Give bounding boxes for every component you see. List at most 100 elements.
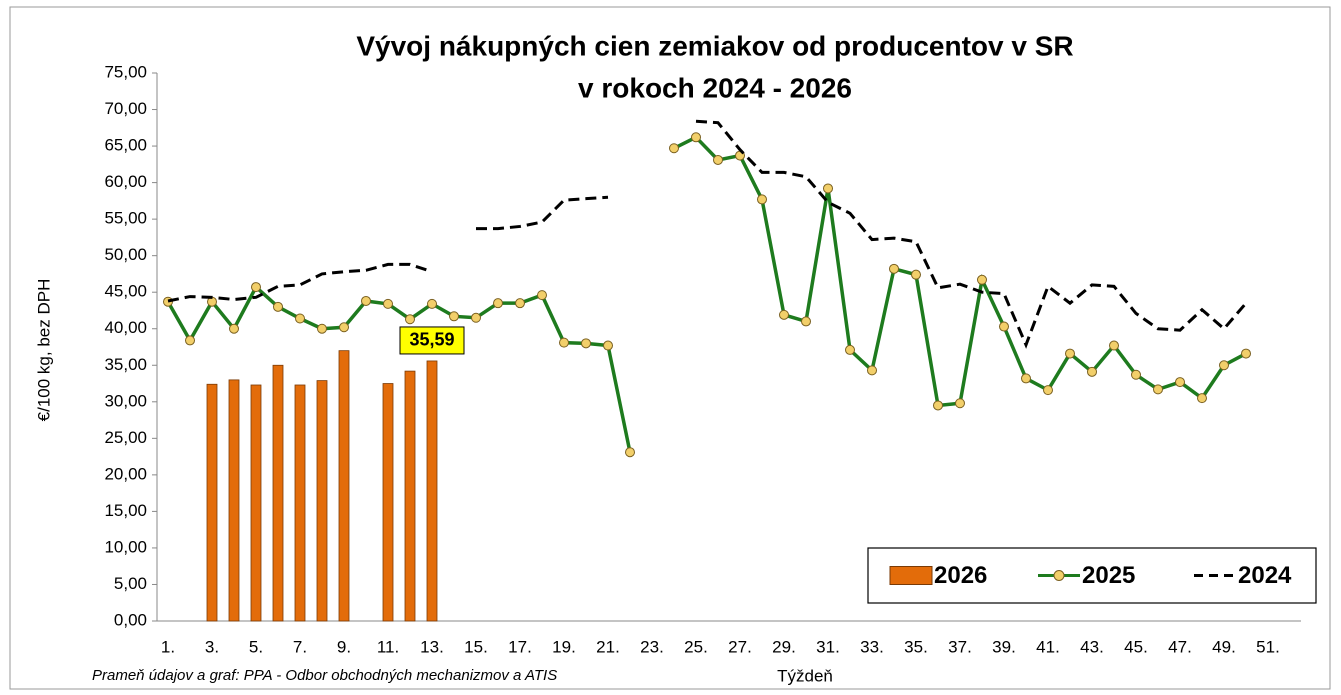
legend-label: 2024 — [1238, 562, 1292, 589]
y-tick-label: 35,00 — [104, 355, 147, 374]
marker — [449, 311, 459, 322]
bar — [316, 380, 328, 622]
marker — [1087, 366, 1097, 377]
bar — [338, 350, 350, 622]
legend-box — [867, 547, 1317, 604]
value-label-box — [399, 326, 465, 355]
bar — [250, 384, 262, 622]
marker — [515, 298, 525, 309]
marker — [251, 282, 261, 293]
legend-label: 2025 — [1082, 562, 1135, 589]
bar — [206, 383, 218, 622]
y-tick-label: 70,00 — [104, 99, 147, 118]
x-tick-label: 27. — [728, 637, 752, 656]
marker — [339, 322, 349, 333]
source-note: Prameň údajov a graf: PPA - Odbor obchod… — [92, 667, 557, 684]
x-tick-label: 21. — [596, 637, 620, 656]
marker — [427, 298, 437, 309]
chart-subtitle: v rokoch 2024 - 2026 — [578, 72, 852, 103]
marker — [229, 323, 239, 334]
y-tick-label: 40,00 — [104, 318, 147, 337]
y-tick-label: 10,00 — [104, 537, 147, 556]
x-tick-label: 11. — [377, 637, 399, 656]
y-tick-label: 60,00 — [104, 172, 147, 191]
x-tick-label: 15. — [464, 637, 488, 656]
y-tick-label: 25,00 — [104, 428, 147, 447]
marker — [361, 295, 371, 306]
x-tick-label: 3. — [205, 637, 219, 656]
x-tick-label: 39. — [992, 637, 1016, 656]
bar — [404, 370, 416, 622]
marker — [713, 154, 723, 165]
marker — [603, 340, 613, 351]
y-tick-label: 45,00 — [104, 282, 147, 301]
marker — [537, 290, 547, 301]
dashed-line — [167, 119, 1248, 349]
x-tick-label: 19. — [552, 637, 576, 656]
x-tick-label: 25. — [684, 637, 708, 656]
x-tick-label: 35. — [904, 637, 928, 656]
marker — [823, 183, 833, 194]
x-tick-label: 45. — [1124, 637, 1148, 656]
legend-marker — [1053, 570, 1065, 581]
marker — [1219, 360, 1229, 371]
marker — [1131, 369, 1141, 380]
x-tick-label: 51. — [1256, 637, 1280, 656]
y-tick-label: 0,00 — [114, 610, 147, 629]
marker — [1153, 384, 1163, 395]
marker — [317, 323, 327, 334]
y-tick-label: 15,00 — [104, 501, 147, 520]
marker — [933, 400, 943, 411]
x-tick-label: 5. — [249, 637, 263, 656]
marker — [273, 301, 283, 312]
marker — [889, 263, 899, 274]
marker — [295, 313, 305, 324]
marker — [1241, 348, 1251, 359]
marker — [405, 314, 415, 325]
x-tick-label: 31. — [816, 637, 840, 656]
marker — [779, 309, 789, 320]
x-tick-label: 13. — [420, 637, 444, 656]
x-tick-label: 23. — [640, 637, 664, 656]
y-tick-label: 65,00 — [104, 136, 147, 155]
y-tick-label: 50,00 — [104, 245, 147, 264]
x-tick-label: 37. — [948, 637, 972, 656]
marker — [185, 335, 195, 346]
bar — [294, 384, 306, 622]
marker — [867, 365, 877, 376]
bar — [382, 383, 394, 622]
bar — [228, 379, 240, 622]
x-tick-label: 49. — [1212, 637, 1236, 656]
x-tick-label: 7. — [293, 637, 307, 656]
marker — [977, 274, 987, 285]
marker — [999, 321, 1009, 332]
bar — [426, 360, 438, 622]
y-tick-label: 75,00 — [104, 62, 147, 81]
marker — [691, 132, 701, 143]
marker — [911, 269, 921, 280]
value-label: 35,59 — [409, 330, 454, 350]
x-tick-label: 29. — [772, 637, 796, 656]
marker — [757, 194, 767, 205]
marker — [669, 143, 679, 154]
marker — [1197, 393, 1207, 404]
marker — [559, 337, 569, 348]
chart-title: Vývoj nákupných cien zemiakov od produce… — [356, 30, 1073, 61]
x-tick-label: 41. — [1036, 637, 1060, 656]
marker — [1109, 340, 1119, 351]
marker — [493, 298, 503, 309]
marker — [955, 398, 965, 409]
x-axis-label: Týždeň — [777, 666, 833, 685]
x-tick-label: 43. — [1080, 637, 1104, 656]
y-tick-label: 20,00 — [104, 464, 147, 483]
y-axis-label: €/100 kg, bez DPH — [34, 279, 53, 422]
bar — [272, 364, 284, 622]
y-tick-label: 5,00 — [114, 574, 147, 593]
marker — [1043, 385, 1053, 396]
x-tick-label: 9. — [337, 637, 351, 656]
marker — [383, 298, 393, 309]
x-tick-label: 47. — [1168, 637, 1192, 656]
marker — [801, 316, 811, 327]
marker — [1065, 348, 1075, 359]
